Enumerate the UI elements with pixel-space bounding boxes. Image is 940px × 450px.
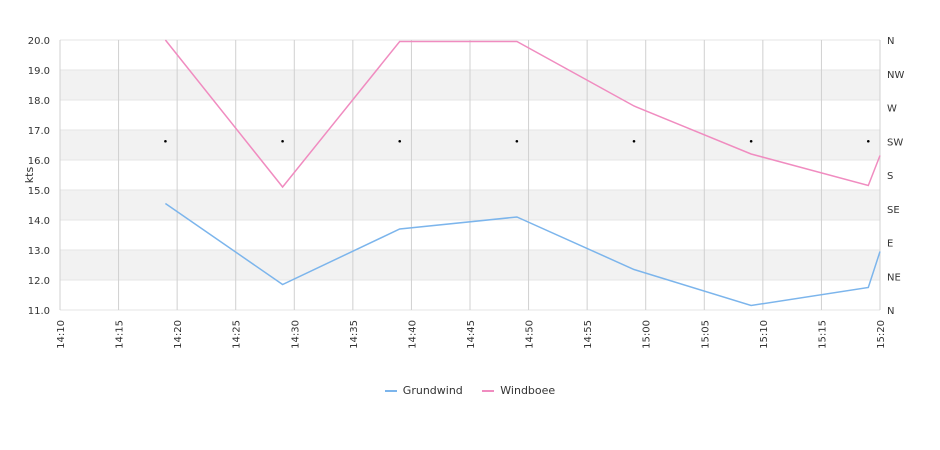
y2-tick-label: NE <box>887 272 901 283</box>
legend: Grundwind Windboee <box>0 384 940 397</box>
x-tick-label: 14:25 <box>232 320 243 349</box>
series-line-windboee <box>164 39 881 189</box>
legend-item-windboee[interactable]: Windboee <box>482 384 555 397</box>
y-tick-label: 20.0 <box>28 36 50 47</box>
legend-item-grundwind[interactable]: Grundwind <box>384 384 463 397</box>
y-tick-label: 17.0 <box>28 126 50 137</box>
y-tick-label: 18.0 <box>28 96 50 107</box>
legend-label-grundwind: Grundwind <box>402 384 463 397</box>
x-tick-label: 15:15 <box>817 320 828 349</box>
x-tick-label: 15:10 <box>759 320 770 349</box>
x-tick-label: 15:05 <box>700 320 711 349</box>
y2-tick-label: N <box>887 36 894 47</box>
grid-lines <box>59 39 881 311</box>
legend-swatch-windboee <box>482 390 495 392</box>
x-tick-label: 15:20 <box>876 320 887 349</box>
y2-tick-label: SE <box>887 205 900 216</box>
series-lines <box>164 39 881 307</box>
legend-label-windboee: Windboee <box>500 384 556 397</box>
direction-marker <box>515 139 519 143</box>
x-tick-label: 14:40 <box>407 320 418 349</box>
y-tick-label: 15.0 <box>28 186 50 197</box>
x-tick-label: 14:15 <box>115 320 126 349</box>
x-tick-label: 14:45 <box>466 320 477 349</box>
y2-tick-label: N <box>887 306 894 317</box>
x-tick-label: 14:50 <box>525 320 536 349</box>
direction-marker <box>866 139 870 143</box>
y2-tick-label: W <box>887 104 897 115</box>
y-tick-label: 14.0 <box>28 216 50 227</box>
y2-tick-label: NW <box>887 70 904 81</box>
y2-tick-label: SW <box>887 137 903 148</box>
y-tick-label: 11.0 <box>28 306 50 317</box>
x-tick-label: 14:35 <box>349 320 360 349</box>
y-axis-ticks: 11.0 12.0 13.0 14.0 15.0 16.0 17.0 18.0 19.0 20.0 <box>28 36 50 317</box>
y-tick-label: 16.0 <box>28 156 50 167</box>
x-axis-ticks: 14:10 14:15 14:20 14:25 14:30 14:35 14:40 14:45… <box>56 320 887 349</box>
y2-axis-direction-labels: N NE E SE S SW W NW N <box>887 36 904 317</box>
direction-marker <box>281 139 284 143</box>
direction-marker <box>632 139 636 143</box>
x-tick-label: 14:55 <box>583 320 594 349</box>
x-tick-label: 15:00 <box>642 320 653 349</box>
x-tick-label: 14:30 <box>290 320 301 349</box>
direction-marker <box>749 139 753 143</box>
y-tick-label: 12.0 <box>28 276 50 287</box>
direction-marker <box>164 139 167 143</box>
y-tick-label: 13.0 <box>28 246 50 257</box>
y-tick-label: 19.0 <box>28 66 50 77</box>
x-tick-label: 14:20 <box>173 320 184 349</box>
y2-tick-label: S <box>887 171 893 182</box>
y2-tick-label: E <box>887 239 893 250</box>
x-tick-label: 14:10 <box>56 320 67 349</box>
direction-markers <box>164 139 870 143</box>
legend-swatch-grundwind <box>384 390 397 392</box>
direction-marker <box>398 139 402 143</box>
series-line-grundwind <box>164 202 881 307</box>
y-axis-label: kts <box>23 167 36 184</box>
